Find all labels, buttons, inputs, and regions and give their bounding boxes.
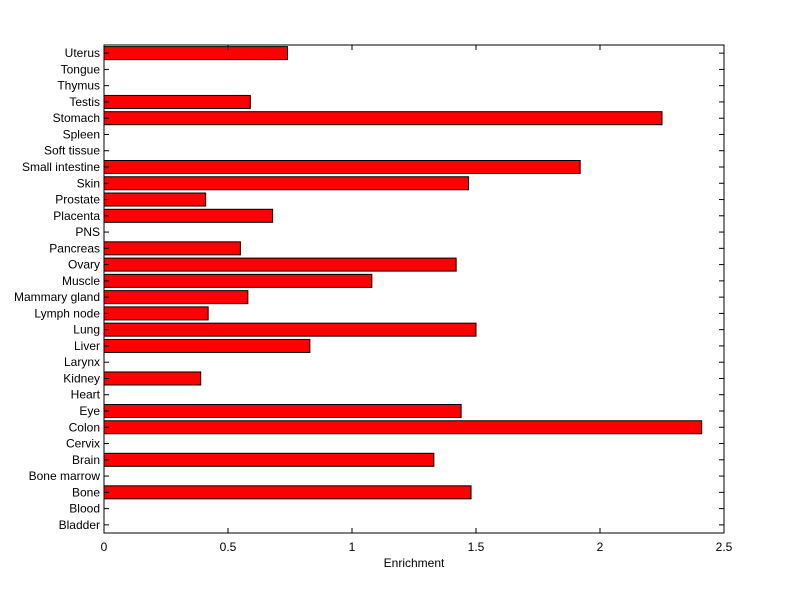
- plot-area: [103, 44, 725, 534]
- y-tick-label: Bone: [72, 485, 100, 499]
- bar: [103, 338, 311, 353]
- y-tick-label: Brain: [72, 453, 100, 467]
- bar: [103, 403, 462, 419]
- bars-group: [103, 46, 703, 500]
- y-tick-label: Thymus: [57, 79, 100, 93]
- y-axis: Bladder Blood Bone Bone marrow Brain Cervix Co…: [14, 46, 724, 532]
- y-tick-label: Bone marrow: [29, 469, 101, 483]
- y-tick-label: Larynx: [64, 355, 100, 369]
- y-tick-label: Prostate: [55, 193, 100, 207]
- bar: [103, 208, 274, 223]
- y-tick-label: Ovary: [68, 258, 100, 272]
- y-tick-label: Testis: [69, 95, 100, 109]
- bar: [103, 241, 241, 256]
- y-tick-label: Kidney: [63, 371, 100, 385]
- y-tick-label: Tongue: [61, 62, 101, 76]
- y-tick-label: Small intestine: [22, 160, 100, 174]
- y-tick-label: Skin: [77, 176, 100, 190]
- x-axis-label: Enrichment: [384, 556, 445, 570]
- y-tick-label: Cervix: [66, 437, 100, 451]
- y-tick-label: Spleen: [63, 127, 100, 141]
- bar: [103, 46, 289, 61]
- bar: [103, 192, 207, 207]
- x-tick-label: 2: [597, 540, 604, 554]
- bar: [103, 290, 249, 305]
- x-tick-label: 1: [349, 540, 356, 554]
- y-tick-label: Pancreas: [49, 241, 100, 255]
- y-tick-label: PNS: [75, 225, 100, 239]
- x-tick-label: 0.5: [220, 540, 237, 554]
- y-tick-label: Muscle: [62, 274, 100, 288]
- bar: [103, 306, 209, 321]
- x-tick-label: 1.5: [468, 540, 485, 554]
- bar: [103, 420, 703, 435]
- bar: [103, 273, 373, 288]
- y-tick-label: Uterus: [65, 46, 100, 60]
- bar: [103, 176, 470, 191]
- y-tick-label: Bladder: [59, 518, 100, 532]
- y-tick-label: Stomach: [53, 111, 100, 125]
- bar: [103, 452, 435, 467]
- y-tick-label: Heart: [71, 388, 101, 402]
- y-tick-label: Placenta: [53, 209, 100, 223]
- bar: [103, 371, 202, 386]
- y-tick-label: Lung: [73, 323, 100, 337]
- bar: [103, 322, 477, 337]
- x-tick-label: 0: [101, 540, 108, 554]
- bar: [103, 257, 457, 272]
- x-tick-label: 2.5: [716, 540, 733, 554]
- bar: [103, 485, 472, 500]
- y-tick-label: Lymph node: [34, 306, 100, 320]
- bar: [103, 94, 251, 109]
- y-tick-label: Mammary gland: [14, 290, 100, 304]
- y-tick-label: Blood: [69, 502, 100, 516]
- y-tick-label: Liver: [74, 339, 100, 353]
- bar: [103, 159, 581, 175]
- bar: [103, 111, 663, 126]
- y-tick-label: Colon: [69, 420, 100, 434]
- y-tick-label: Eye: [79, 404, 100, 418]
- y-tick-label: Soft tissue: [44, 144, 100, 158]
- x-axis: 0 0.5 1 1.5 2 2.5: [101, 45, 733, 554]
